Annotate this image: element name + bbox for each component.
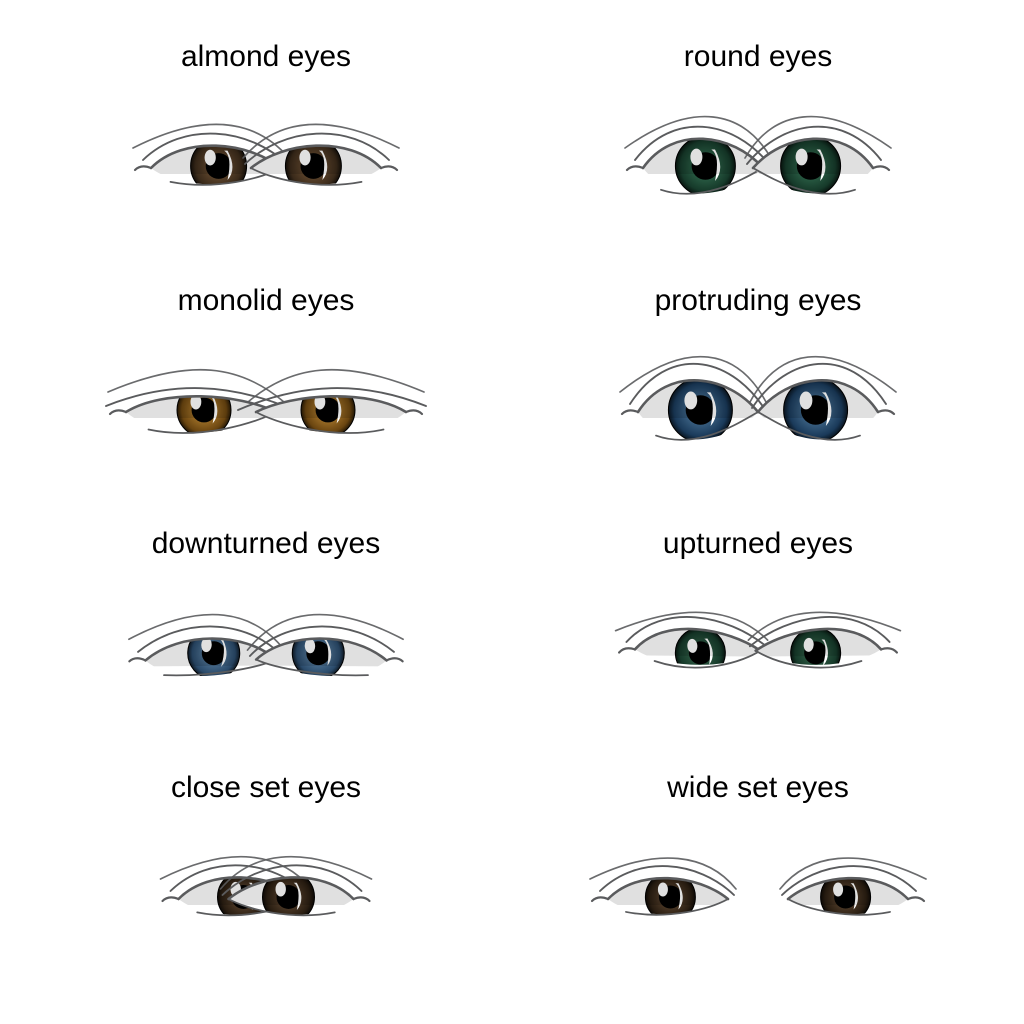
eye-pair-closeset: [36, 823, 496, 963]
cell-closeset: close set eyes: [20, 761, 512, 1005]
cell-round: round eyes: [512, 30, 1004, 274]
label-wideset: wide set eyes: [667, 771, 849, 805]
cell-downturned: downturned eyes: [20, 517, 512, 761]
eye-pair-upturned: [528, 579, 988, 719]
cell-wideset: wide set eyes: [512, 761, 1004, 1005]
eye-pair-downturned: [36, 579, 496, 719]
label-round: round eyes: [684, 40, 832, 74]
label-closeset: close set eyes: [171, 771, 361, 805]
label-monolid: monolid eyes: [178, 284, 355, 318]
label-downturned: downturned eyes: [152, 527, 381, 561]
cell-upturned: upturned eyes: [512, 517, 1004, 761]
eye-pair-round: [528, 92, 988, 232]
eye-pair-almond: [36, 92, 496, 232]
cell-protruding: protruding eyes: [512, 274, 1004, 518]
eye-shapes-grid: almond eyes: [0, 0, 1024, 1024]
eye-pair-monolid: [36, 336, 496, 476]
eye-pair-wideset: [528, 823, 988, 963]
label-protruding: protruding eyes: [655, 284, 862, 318]
cell-monolid: monolid eyes: [20, 274, 512, 518]
cell-almond: almond eyes: [20, 30, 512, 274]
label-almond: almond eyes: [181, 40, 351, 74]
eye-pair-protruding: [528, 336, 988, 476]
label-upturned: upturned eyes: [663, 527, 853, 561]
